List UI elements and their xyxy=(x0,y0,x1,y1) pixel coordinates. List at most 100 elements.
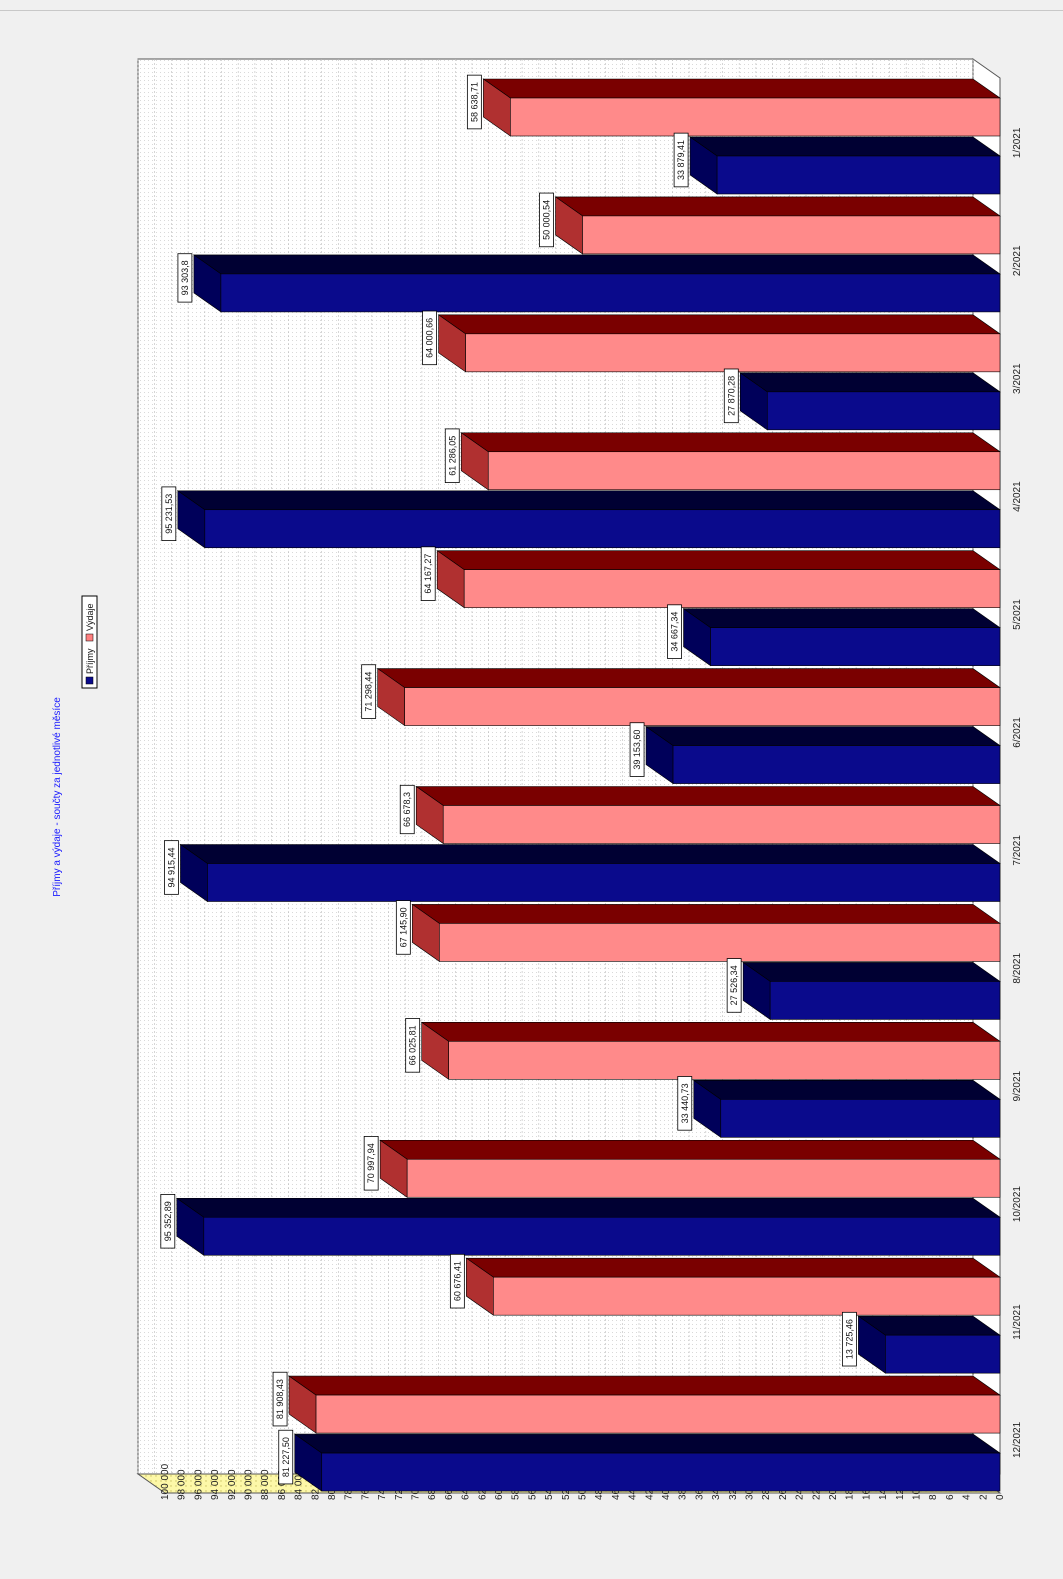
category-label: 9/2021 xyxy=(1012,1070,1023,1101)
data-label: 95 352,89 xyxy=(160,1193,176,1249)
data-label: 13 725,46 xyxy=(841,1311,857,1367)
bar-prijmy xyxy=(682,608,1001,667)
legend-label-vydaje: Výdaje xyxy=(85,603,95,631)
svg-text:81 227,50: 81 227,50 xyxy=(281,1437,291,1477)
value-tick-label: 100 000 xyxy=(160,1463,171,1500)
category-label: 4/2021 xyxy=(1012,481,1023,512)
value-tick-label: 98 000 xyxy=(177,1469,188,1500)
bar-vydaje xyxy=(420,1021,1001,1080)
value-tick-label: 88 000 xyxy=(260,1469,271,1500)
data-label: 64 167,27 xyxy=(420,546,436,601)
svg-text:94 915,44: 94 915,44 xyxy=(166,847,176,887)
svg-text:50 000,54: 50 000,54 xyxy=(541,200,551,240)
svg-text:70 997,94: 70 997,94 xyxy=(366,1143,376,1183)
bar-prijmy xyxy=(742,961,1001,1020)
data-label: 27 870,28 xyxy=(723,368,739,424)
category-label: 6/2021 xyxy=(1012,717,1023,748)
bar-prijmy xyxy=(293,1433,1001,1492)
legend-swatch-prijmy xyxy=(85,676,94,685)
data-label: 34 667,34 xyxy=(667,604,682,659)
svg-text:58 638,71: 58 638,71 xyxy=(469,82,479,122)
svg-text:67 145,90: 67 145,90 xyxy=(398,907,408,947)
svg-text:64 000,66: 64 000,66 xyxy=(425,318,435,358)
svg-text:93 303,8: 93 303,8 xyxy=(180,260,190,295)
bar-prijmy xyxy=(689,136,1001,195)
bar-vydaje xyxy=(465,1257,1001,1316)
category-label: 3/2021 xyxy=(1012,363,1023,394)
data-label: 71 298,44 xyxy=(361,664,377,719)
data-label: 67 145,90 xyxy=(395,900,411,955)
svg-text:95 231,53: 95 231,53 xyxy=(164,494,174,534)
bar-vydaje xyxy=(415,785,1001,845)
data-label: 81 908,43 xyxy=(272,1371,288,1427)
svg-text:34 667,34: 34 667,34 xyxy=(670,612,680,652)
data-label: 60 676,41 xyxy=(449,1253,465,1309)
category-label: 1/2021 xyxy=(1012,127,1023,158)
category-label: 5/2021 xyxy=(1012,599,1023,630)
bar-vydaje xyxy=(379,1139,1001,1198)
bar-vydaje xyxy=(482,78,1001,137)
legend-box xyxy=(81,595,98,689)
data-label: 64 000,66 xyxy=(422,310,437,366)
bars xyxy=(175,78,1001,1492)
bar-prijmy xyxy=(692,1079,1001,1138)
bar-prijmy xyxy=(857,1315,1001,1374)
data-label: 58 638,71 xyxy=(466,74,482,130)
bar-vydaje xyxy=(288,1375,1001,1434)
data-label: 70 997,94 xyxy=(363,1135,379,1191)
bar-prijmy xyxy=(645,726,1001,785)
category-label: 2/2021 xyxy=(1012,245,1023,276)
bar-vydaje xyxy=(437,314,1001,373)
top-divider xyxy=(0,10,1063,11)
svg-text:60 676,41: 60 676,41 xyxy=(452,1261,462,1301)
data-label: 66 678,3 xyxy=(399,784,415,835)
svg-text:61 286,05: 61 286,05 xyxy=(447,436,457,476)
svg-text:33 440,73: 33 440,73 xyxy=(680,1083,690,1123)
svg-text:81 908,43: 81 908,43 xyxy=(275,1379,285,1419)
bar-vydaje xyxy=(460,432,1001,491)
bar-vydaje xyxy=(376,668,1001,727)
data-label: 61 286,05 xyxy=(444,428,460,484)
bar-vydaje xyxy=(436,550,1001,609)
legend-label-prijmy: Příjmy xyxy=(85,648,95,674)
svg-text:33 879,41: 33 879,41 xyxy=(676,140,686,180)
data-labels: 58 638,71 33 879,41 50 000,54 93 303,8 64 00… xyxy=(160,74,857,1485)
bar-prijmy xyxy=(192,254,1001,313)
data-label: 66 025,81 xyxy=(405,1018,421,1073)
data-label: 94 915,44 xyxy=(164,840,179,895)
chart-title: Příjmy a výdaje - součty za jednotlivé m… xyxy=(52,697,63,897)
data-label: 95 231,53 xyxy=(161,486,177,542)
chart-legend: Příjmy Výdaje xyxy=(81,595,98,689)
bar-vydaje xyxy=(554,196,1001,255)
category-label: 8/2021 xyxy=(1012,953,1023,984)
data-label: 81 227,50 xyxy=(278,1429,294,1485)
category-label: 10/2021 xyxy=(1012,1186,1023,1223)
svg-text:66 678,3: 66 678,3 xyxy=(402,792,412,827)
svg-text:27 870,28: 27 870,28 xyxy=(726,376,736,416)
data-label: 27 526,34 xyxy=(726,958,742,1013)
bar-vydaje xyxy=(411,903,1001,962)
bar-prijmy xyxy=(179,843,1001,903)
bar-prijmy xyxy=(739,372,1001,431)
bar-prijmy xyxy=(175,1197,1001,1256)
data-label: 50 000,54 xyxy=(539,192,554,248)
data-label: 39 153,60 xyxy=(629,722,645,777)
svg-text:13 725,46: 13 725,46 xyxy=(844,1319,854,1359)
svg-text:71 298,44: 71 298,44 xyxy=(364,672,374,712)
value-tick-label: 94 000 xyxy=(210,1469,221,1500)
data-label: 33 440,73 xyxy=(677,1076,693,1131)
value-tick-label: 0 xyxy=(995,1494,1006,1500)
svg-text:39 153,60: 39 153,60 xyxy=(632,730,642,770)
value-tick-label: 92 000 xyxy=(227,1469,238,1500)
category-label: 12/2021 xyxy=(1012,1421,1023,1458)
data-label: 93 303,8 xyxy=(177,253,193,303)
svg-text:95 352,89: 95 352,89 xyxy=(163,1201,173,1241)
value-tick-label: 86 000 xyxy=(277,1469,288,1500)
value-tick-label: 90 000 xyxy=(244,1469,255,1500)
category-label: 7/2021 xyxy=(1012,835,1023,866)
bar-prijmy xyxy=(176,490,1001,549)
svg-text:27 526,34: 27 526,34 xyxy=(729,965,739,1005)
category-label: 11/2021 xyxy=(1012,1304,1023,1340)
svg-text:64 167,27: 64 167,27 xyxy=(423,554,433,594)
